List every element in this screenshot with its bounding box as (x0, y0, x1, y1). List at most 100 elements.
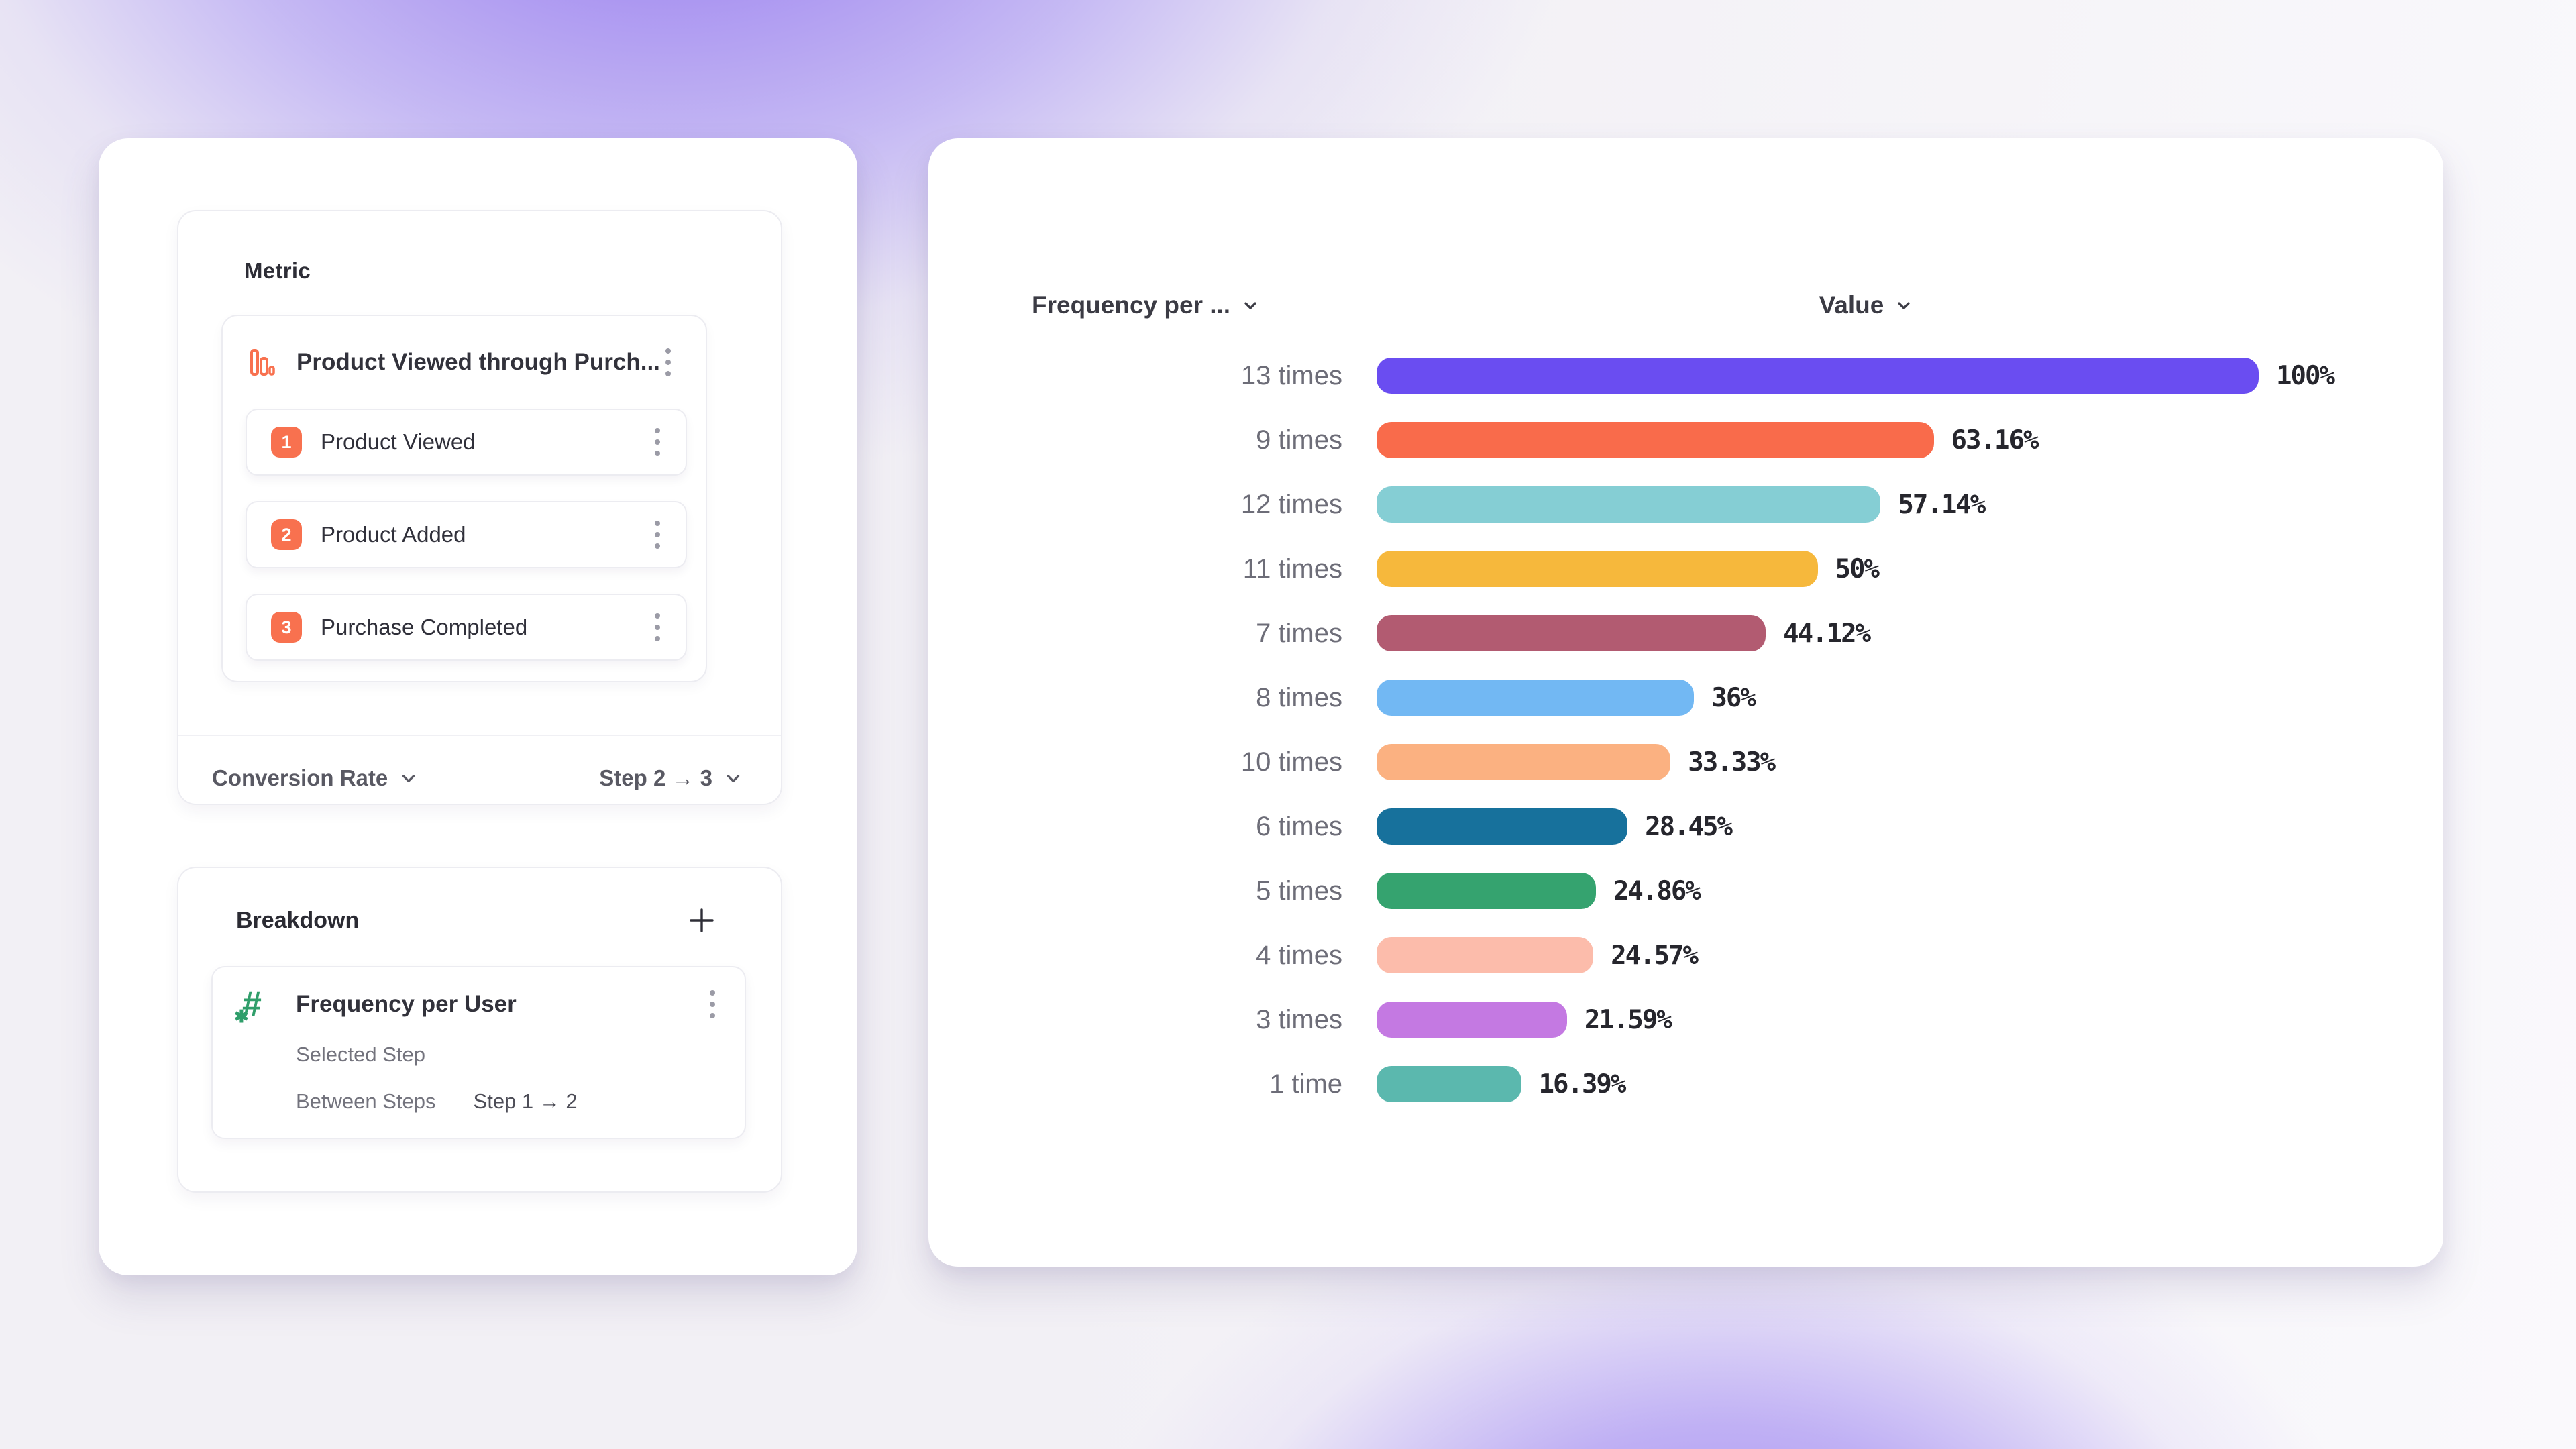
funnel-kebab-menu[interactable] (660, 343, 676, 382)
funnel-metric-header[interactable]: Product Viewed through Purch... (223, 316, 706, 409)
category-label: 1 time (1269, 1069, 1342, 1099)
bar[interactable] (1377, 873, 1596, 909)
step-event-label: Product Viewed (321, 429, 476, 454)
category-label: 10 times (1240, 747, 1342, 777)
step-number-badge: 2 (271, 519, 302, 550)
bar[interactable] (1377, 1066, 1521, 1102)
breakdown-panel: Breakdown # ✱ Frequency per User Selected… (177, 867, 782, 1193)
value-column-label: Value (1819, 291, 1884, 319)
step-event-label: Purchase Completed (321, 614, 528, 639)
value-label: 24.86% (1613, 875, 1701, 906)
chart-row: 9 times 63.16% (1032, 408, 2356, 472)
step-kebab-menu[interactable] (649, 423, 665, 462)
step-kebab-menu[interactable] (649, 515, 665, 554)
bar[interactable] (1377, 808, 1628, 845)
funnel-steps-list: 1 Product Viewed 2 Product Added 3 Purchase C… (223, 409, 706, 681)
chart-row: 5 times 24.86% (1032, 859, 2356, 923)
value-label: 100% (2276, 360, 2335, 391)
chart-row: 1 time 16.39% (1032, 1052, 2356, 1116)
breakdown-section-title: Breakdown (236, 907, 360, 933)
breakdown-option-label: Between Steps (296, 1089, 436, 1113)
bar[interactable] (1377, 744, 1671, 780)
chart-row: 4 times 24.57% (1032, 923, 2356, 987)
metric-panel-divider (178, 735, 781, 736)
bar[interactable] (1377, 680, 1695, 716)
funnel-step-card[interactable]: 2 Product Added (246, 501, 687, 568)
breakdown-item-card[interactable]: # ✱ Frequency per User Selected Step Betw… (211, 966, 746, 1139)
value-label: 16.39% (1538, 1069, 1627, 1099)
chevron-down-icon (1241, 296, 1260, 315)
step-number-badge: 1 (271, 427, 302, 458)
value-label: 21.59% (1584, 1004, 1672, 1035)
category-label: 7 times (1256, 618, 1342, 648)
chart-header-row: Frequency per ... Value (1032, 288, 2356, 322)
measure-dropdown-label: Conversion Rate (212, 765, 388, 790)
category-label: 8 times (1256, 682, 1342, 712)
breakdown-option-row[interactable]: Selected Step (296, 1042, 720, 1067)
category-label: 4 times (1256, 940, 1342, 970)
bar[interactable] (1377, 1002, 1567, 1038)
breakdown-kebab-menu[interactable] (704, 985, 720, 1024)
numeric-hash-icon: # ✱ (234, 985, 262, 1026)
chart-row: 13 times 100% (1032, 343, 2356, 408)
breakdown-option-row[interactable]: Between Steps Step 1 → 2 (296, 1089, 720, 1114)
add-breakdown-button[interactable] (686, 904, 718, 936)
value-label: 44.12% (1783, 618, 1871, 649)
chevron-down-icon (398, 768, 419, 788)
chevron-down-icon (723, 768, 743, 788)
breakdown-item-header: # ✱ Frequency per User (234, 985, 720, 1026)
funnel-metric-card: Product Viewed through Purch... 1 Product… (221, 315, 707, 682)
value-label: 33.33% (1688, 747, 1776, 777)
value-label: 50% (1835, 553, 1880, 584)
breakdown-option-value: Step 1 → 2 (473, 1089, 578, 1113)
bar[interactable] (1377, 486, 1881, 523)
chart-row: 12 times 57.14% (1032, 472, 2356, 537)
query-builder-card: Metric Product Viewed through Purch... 1… (99, 138, 857, 1275)
chart-card: Frequency per ... Value 13 times 100% 9 ti… (928, 138, 2443, 1267)
category-label: 6 times (1256, 811, 1342, 841)
metric-footer: Conversion Rate Step 2 → 3 (178, 736, 781, 820)
chart-row: 6 times 28.45% (1032, 794, 2356, 859)
value-label: 24.57% (1611, 940, 1699, 971)
bar[interactable] (1377, 551, 1818, 587)
chart-row: 7 times 44.12% (1032, 601, 2356, 665)
value-label: 57.14% (1898, 489, 1986, 520)
funnel-bars-icon (250, 348, 275, 376)
category-column-dropdown[interactable]: Frequency per ... (1032, 291, 1377, 319)
metric-panel: Metric Product Viewed through Purch... 1… (177, 210, 782, 805)
bar-chart: 13 times 100% 9 times 63.16% 12 times 57.14% 1… (1032, 343, 2356, 1116)
step-event-label: Product Added (321, 522, 466, 547)
category-label: 9 times (1256, 425, 1342, 455)
breakdown-option-label: Selected Step (296, 1042, 426, 1066)
funnel-step-card[interactable]: 1 Product Viewed (246, 409, 687, 476)
chart-row: 10 times 33.33% (1032, 730, 2356, 794)
category-label: 12 times (1240, 489, 1342, 519)
value-label: 36% (1711, 682, 1756, 713)
value-column-dropdown[interactable]: Value (1377, 291, 2356, 319)
metric-section-title: Metric (244, 258, 311, 283)
bar[interactable] (1377, 358, 2259, 394)
value-label: 63.16% (1951, 425, 2039, 455)
step-number-badge: 3 (271, 612, 302, 643)
category-label: 11 times (1242, 553, 1342, 584)
bar[interactable] (1377, 615, 1766, 651)
chart-row: 11 times 50% (1032, 537, 2356, 601)
chevron-down-icon (1894, 296, 1913, 315)
step-kebab-menu[interactable] (649, 608, 665, 647)
breakdown-header: Breakdown (178, 868, 781, 936)
measure-dropdown[interactable]: Conversion Rate (212, 765, 419, 791)
step-range-dropdown[interactable]: Step 2 → 3 (599, 765, 743, 791)
value-label: 28.45% (1645, 811, 1733, 842)
category-label: 3 times (1256, 1004, 1342, 1034)
category-column-label: Frequency per ... (1032, 291, 1231, 319)
category-label: 13 times (1240, 360, 1342, 390)
step-range-label: Step 2 → 3 (599, 765, 712, 790)
chart-row: 8 times 36% (1032, 665, 2356, 730)
bar[interactable] (1377, 937, 1594, 973)
bar[interactable] (1377, 422, 1934, 458)
funnel-metric-name: Product Viewed through Purch... (297, 349, 660, 375)
breakdown-property-name: Frequency per User (296, 991, 517, 1017)
category-label: 5 times (1256, 875, 1342, 906)
funnel-step-card[interactable]: 3 Purchase Completed (246, 594, 687, 661)
chart-row: 3 times 21.59% (1032, 987, 2356, 1052)
